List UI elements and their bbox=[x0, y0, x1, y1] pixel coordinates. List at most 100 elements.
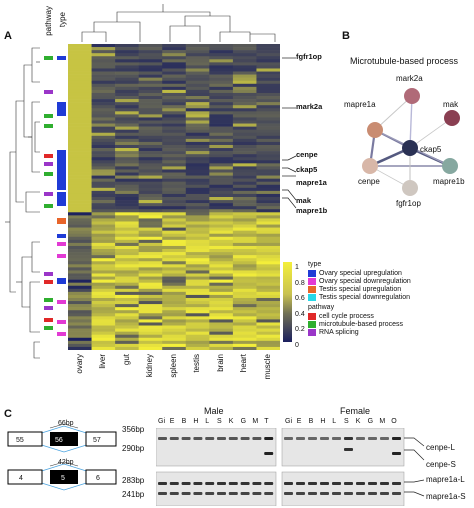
heatmap-cell bbox=[185, 71, 210, 75]
heatmap-cell bbox=[138, 86, 163, 91]
heatmap-cell bbox=[115, 132, 139, 137]
heatmap-cell bbox=[68, 288, 92, 293]
gel-band bbox=[344, 482, 353, 485]
heatmap-cell bbox=[162, 209, 187, 213]
heatmap-cell bbox=[256, 175, 280, 179]
gel-band bbox=[308, 492, 317, 495]
heatmap-cell bbox=[209, 50, 234, 54]
tissue-label: spleen bbox=[169, 354, 178, 378]
heatmap-cell bbox=[138, 297, 163, 302]
gel-band bbox=[240, 437, 250, 440]
lane-label: O bbox=[391, 418, 397, 425]
heatmap-cell bbox=[91, 190, 116, 195]
heatmap-cell bbox=[256, 56, 280, 60]
panel-label-c: C bbox=[4, 408, 12, 420]
heatmap-cell bbox=[162, 233, 187, 238]
heatmap-cell bbox=[209, 252, 234, 256]
heatmap-cell bbox=[138, 163, 163, 167]
heatmap-cell bbox=[209, 276, 234, 280]
heatmap-cell bbox=[91, 264, 116, 268]
heatmap-cell bbox=[232, 316, 257, 320]
heatmap-cell bbox=[256, 203, 280, 207]
colorscale-tick: 1 bbox=[295, 264, 299, 271]
heatmap-cell bbox=[185, 209, 210, 213]
heatmap-cell bbox=[68, 126, 92, 130]
heatmap-cell bbox=[256, 227, 280, 231]
node-label-mak: mak bbox=[443, 100, 459, 109]
lane-label: T bbox=[264, 418, 269, 425]
heatmap-cell bbox=[232, 141, 257, 146]
heatmap-cell bbox=[232, 346, 257, 350]
heatmap-cell bbox=[115, 291, 139, 296]
heatmap-cell bbox=[115, 172, 139, 176]
heatmap-cell bbox=[232, 279, 257, 283]
heatmap-cell bbox=[138, 68, 163, 72]
heatmap-cell bbox=[232, 239, 257, 244]
heatmap-cell bbox=[68, 230, 92, 235]
heatmap-cell bbox=[68, 212, 92, 216]
heatmap-cell bbox=[209, 77, 234, 82]
heatmap-cell bbox=[209, 285, 234, 290]
heatmap-cell bbox=[91, 74, 116, 78]
heatmap-cell bbox=[138, 99, 163, 103]
heatmap-cell bbox=[209, 331, 234, 335]
heatmap-cell bbox=[162, 325, 187, 329]
heatmap-cell bbox=[138, 169, 163, 173]
exon-insert-top: 66bp bbox=[58, 420, 74, 427]
heatmap-cell bbox=[138, 132, 163, 137]
heatmap-cell bbox=[232, 181, 257, 186]
heatmap-cell bbox=[256, 285, 280, 290]
heatmap-cell bbox=[91, 148, 116, 152]
gel-band bbox=[392, 482, 401, 485]
type-bar bbox=[57, 300, 66, 304]
heatmap-cell bbox=[91, 53, 116, 57]
heatmap-cell bbox=[162, 206, 187, 210]
type-bar bbox=[57, 102, 66, 116]
heatmap-cell bbox=[256, 114, 280, 118]
heatmap-cell bbox=[138, 77, 163, 82]
gel-band bbox=[320, 492, 329, 495]
lane-label: G bbox=[367, 418, 374, 425]
heatmap-cell bbox=[91, 319, 116, 323]
heatmap-cell bbox=[91, 209, 116, 213]
heatmap-cell bbox=[138, 89, 163, 94]
heatmap-cell bbox=[185, 102, 210, 106]
gel-box bbox=[156, 428, 277, 467]
heatmap-cell bbox=[232, 264, 257, 268]
gel-band bbox=[344, 492, 353, 495]
heatmap-cell bbox=[209, 92, 234, 97]
heatmap-cell bbox=[115, 331, 139, 335]
type-bar bbox=[57, 254, 66, 258]
heatmap-cell bbox=[256, 331, 280, 335]
heatmap-cell bbox=[185, 239, 210, 244]
heatmap-cell bbox=[115, 282, 139, 287]
heatmap-cell bbox=[256, 102, 280, 106]
heatmap-cell bbox=[68, 89, 92, 94]
heatmap-cell bbox=[232, 255, 257, 259]
heatmap-cell bbox=[115, 328, 139, 332]
heatmap-cell bbox=[232, 322, 257, 326]
heatmap-cell bbox=[68, 346, 92, 350]
heatmap-cell bbox=[138, 62, 163, 66]
heatmap-cell bbox=[68, 102, 92, 106]
heatmap-cell bbox=[68, 117, 92, 121]
heatmap-cell bbox=[209, 224, 234, 228]
heatmap-cell bbox=[232, 230, 257, 235]
heatmap-cell bbox=[115, 160, 139, 164]
heatmap-cell bbox=[115, 215, 139, 219]
heatmap-cell bbox=[185, 129, 210, 134]
heatmap-cell bbox=[232, 44, 257, 48]
heatmap-cell bbox=[115, 154, 139, 158]
colorscale-ticks: 1 0.8 0.6 0.4 0.2 0 bbox=[295, 260, 305, 353]
heatmap-cell bbox=[115, 157, 139, 161]
heatmap-cell bbox=[162, 102, 187, 106]
heatmap-cell bbox=[115, 175, 139, 179]
heatmap-cell bbox=[91, 99, 116, 103]
heatmap-cell bbox=[115, 141, 139, 146]
heatmap-cell bbox=[232, 218, 257, 222]
heatmap-cell bbox=[209, 200, 234, 204]
node-label-fgfr1op: fgfr1op bbox=[396, 199, 421, 208]
heatmap-cell bbox=[91, 169, 116, 173]
heatmap-cell bbox=[209, 117, 234, 121]
heatmap-cell bbox=[256, 328, 280, 332]
